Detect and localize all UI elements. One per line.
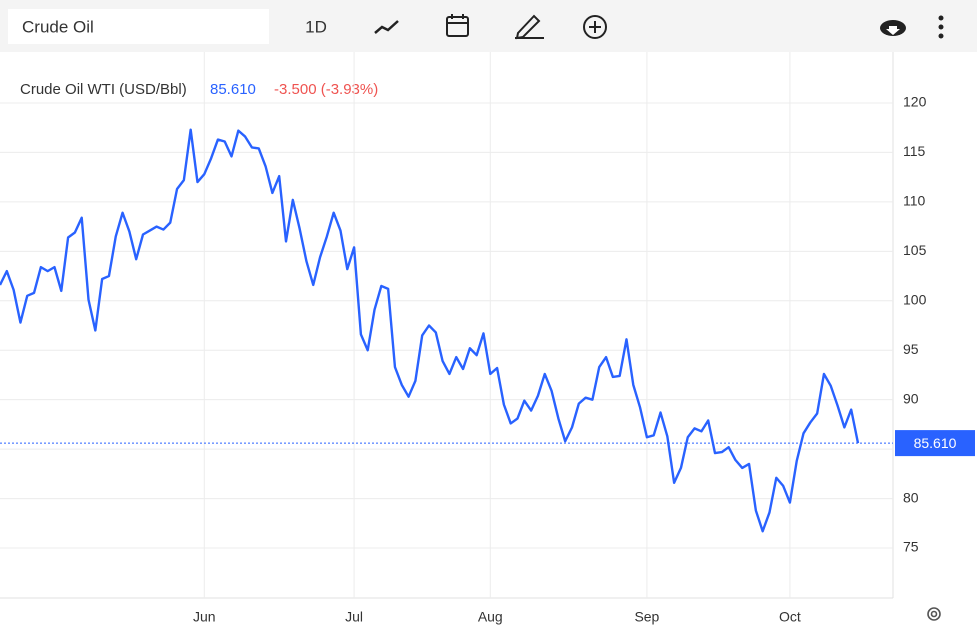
interval-button[interactable]: 1D [305, 17, 327, 36]
last-price-box [895, 430, 975, 457]
y-tick-label: 80 [903, 489, 919, 505]
y-tick-label: 120 [903, 94, 927, 110]
price-line [0, 128, 860, 533]
download-icon[interactable] [880, 20, 906, 36]
plot: 7580859095100105110115120JunJulAugSepOct… [0, 52, 975, 625]
y-tick-label: 110 [903, 193, 926, 209]
search-box[interactable] [8, 9, 269, 44]
x-tick-label: Oct [779, 609, 801, 625]
y-tick-label: 95 [903, 341, 919, 357]
x-tick-label: Aug [478, 609, 503, 625]
y-tick-label: 75 [903, 539, 919, 555]
add-icon[interactable] [583, 15, 607, 39]
y-tick-label: 105 [903, 242, 927, 258]
settings-icon[interactable] [927, 607, 941, 621]
x-tick-label: Jun [193, 609, 216, 625]
chart-type-icon[interactable] [374, 20, 399, 34]
last-price: 85.610 [210, 81, 256, 98]
y-tick-label: 100 [903, 291, 927, 307]
x-tick-label: Sep [634, 609, 659, 625]
search-text: Crude Oil [22, 17, 94, 36]
draw-icon[interactable] [515, 14, 544, 40]
last-price-label: 85.610 [914, 435, 957, 451]
instrument-title: Crude Oil WTI (USD/Bbl) [20, 81, 187, 98]
y-tick-label: 90 [903, 390, 919, 406]
x-tick-label: Jul [345, 609, 363, 625]
calendar-icon[interactable] [446, 14, 469, 37]
price-change: -3.500 (-3.93%) [274, 81, 378, 98]
y-tick-label: 115 [903, 143, 926, 159]
menu-icon[interactable] [938, 15, 944, 39]
